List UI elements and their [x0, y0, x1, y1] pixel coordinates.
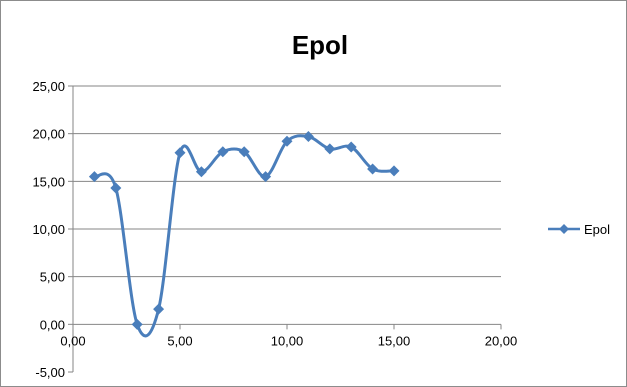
series-line: [93, 134, 395, 338]
x-tick-label: 0,00: [60, 333, 85, 348]
series-epol: [88, 131, 400, 338]
data-point: [302, 131, 314, 143]
y-tick-label: -5,00: [35, 365, 65, 380]
y-tick-label: 0,00: [40, 317, 65, 332]
data-point: [153, 303, 165, 315]
y-tick-label: 10,00: [32, 222, 65, 237]
y-tick-label: 20,00: [32, 127, 65, 142]
data-point: [110, 182, 122, 194]
data-point: [388, 165, 400, 177]
y-tick-label: 5,00: [40, 270, 65, 285]
data-point: [367, 163, 379, 175]
legend-marker: [559, 224, 569, 234]
x-tick-label: 10,00: [271, 333, 304, 348]
x-tick-label: 5,00: [167, 333, 192, 348]
x-tick-label: 15,00: [378, 333, 411, 348]
gridlines: [73, 85, 501, 278]
data-point: [131, 318, 143, 330]
data-point: [345, 141, 357, 153]
axes: [68, 85, 502, 373]
legend: Epol: [548, 222, 610, 237]
y-tick-labels: 25,00 20,00 15,00 10,00 5,00 0,00 -5,00: [32, 79, 65, 380]
chart-title: Epol: [292, 30, 348, 60]
y-tick-label: 25,00: [32, 79, 65, 94]
data-point: [88, 171, 100, 183]
data-point: [260, 171, 272, 183]
data-point: [217, 146, 229, 158]
data-point: [324, 143, 336, 155]
x-tick-labels: 0,00 5,00 10,00 15,00 20,00: [60, 333, 517, 348]
data-point: [281, 135, 293, 147]
data-point: [174, 147, 186, 159]
legend-label-epol: Epol: [584, 222, 610, 237]
x-tick-label: 20,00: [485, 333, 518, 348]
data-point: [195, 166, 207, 178]
y-tick-label: 15,00: [32, 174, 65, 189]
data-point: [238, 146, 250, 158]
